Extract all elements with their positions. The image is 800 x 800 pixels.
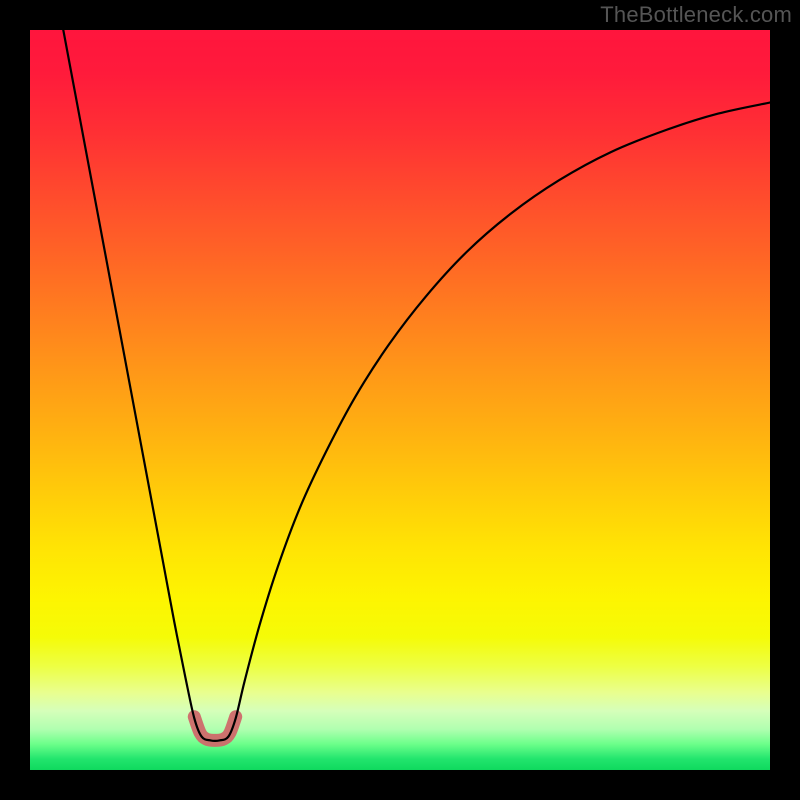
chart-background [30,30,770,770]
bottleneck-chart [0,0,800,800]
chart-stage: TheBottleneck.com [0,0,800,800]
watermark-text: TheBottleneck.com [600,2,792,28]
